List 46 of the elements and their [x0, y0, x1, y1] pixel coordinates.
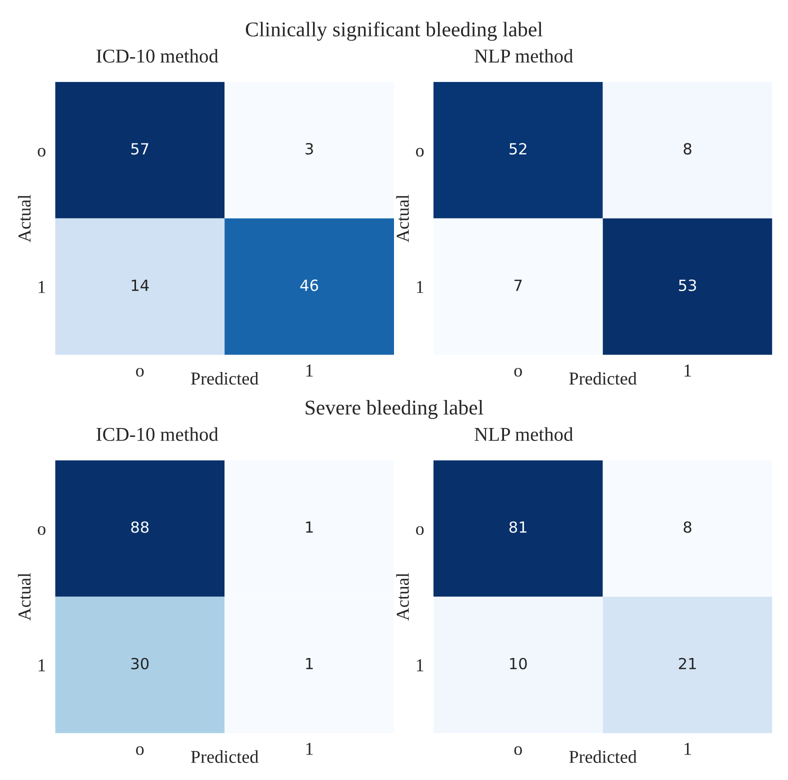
y-tick-label: o — [416, 526, 424, 535]
chart-title: ICD-10 method — [96, 427, 218, 441]
x-tick-label: 1 — [684, 742, 691, 755]
x-tick-label: o — [136, 368, 144, 377]
data-label: 1 — [306, 658, 313, 670]
data-label: 10 — [510, 658, 527, 670]
x-tick-label: 1 — [684, 364, 691, 376]
y-tick-label: o — [38, 526, 46, 535]
text: Clinically significant bleeding label — [246, 22, 543, 41]
y-tick-label: o — [416, 148, 424, 157]
data-label: 88 — [131, 521, 149, 533]
data-label: 1 — [306, 522, 313, 533]
x-axis-title: Predicted — [569, 372, 637, 385]
chart-title: ICD-10 method — [96, 48, 218, 63]
x-tick-label: 1 — [306, 364, 313, 376]
text: Severe bleeding label — [306, 400, 484, 419]
data-label: 8 — [684, 143, 692, 155]
y-tick-label: 1 — [38, 280, 46, 293]
x-tick-label: 1 — [306, 742, 313, 755]
x-axis-title: Predicted — [569, 750, 637, 763]
data-label: 53 — [678, 280, 696, 292]
data-label: 46 — [300, 280, 318, 292]
y-axis-title: Actual — [18, 573, 31, 621]
x-tick-label: o — [514, 746, 522, 755]
y-tick-label: 1 — [416, 659, 424, 672]
data-label: 14 — [132, 280, 149, 291]
y-axis-title: Actual — [396, 194, 409, 242]
x-tick-label: o — [514, 368, 522, 377]
y-tick-label: o — [38, 148, 46, 157]
x-tick-label: o — [136, 746, 144, 755]
data-label: 52 — [510, 143, 526, 155]
chart-title: NLP method — [474, 48, 574, 63]
x-axis-title: Predicted — [191, 750, 258, 763]
data-label: 3 — [306, 143, 313, 155]
y-tick-label: 1 — [38, 659, 46, 672]
data-label: 7 — [514, 280, 522, 291]
data-label: 81 — [509, 521, 526, 533]
data-label: 57 — [131, 143, 148, 155]
y-tick-label: 1 — [416, 280, 424, 293]
x-axis-title: Predicted — [191, 372, 258, 385]
data-label: 8 — [684, 521, 692, 533]
y-axis-title: Actual — [18, 194, 31, 242]
data-label: 21 — [678, 658, 696, 670]
y-axis-title: Actual — [396, 573, 409, 621]
data-label: 30 — [131, 658, 149, 670]
chart-title: NLP method — [474, 427, 574, 441]
